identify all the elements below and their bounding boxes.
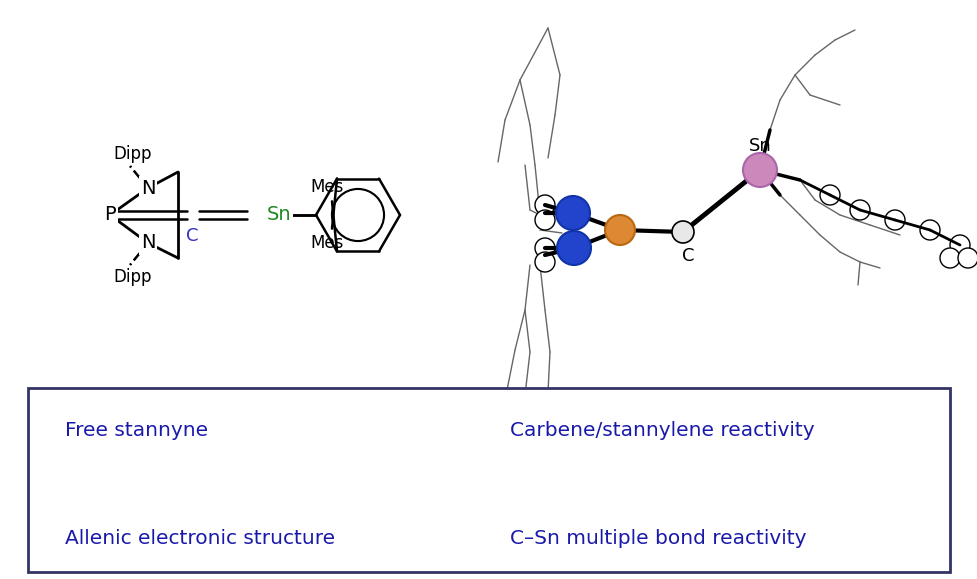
Circle shape bbox=[557, 231, 591, 265]
Text: P: P bbox=[105, 206, 116, 225]
Text: Sn: Sn bbox=[748, 137, 772, 155]
Text: N: N bbox=[141, 178, 155, 197]
Circle shape bbox=[850, 200, 870, 220]
Circle shape bbox=[743, 153, 777, 187]
Text: Allenic electronic structure: Allenic electronic structure bbox=[65, 529, 335, 548]
Text: Sn: Sn bbox=[267, 206, 291, 225]
Circle shape bbox=[950, 235, 970, 255]
Text: Dipp: Dipp bbox=[113, 268, 152, 286]
Text: Mes: Mes bbox=[311, 234, 344, 252]
Text: Carbene/stannylene reactivity: Carbene/stannylene reactivity bbox=[510, 420, 815, 439]
Circle shape bbox=[672, 221, 694, 243]
Circle shape bbox=[535, 210, 555, 230]
Circle shape bbox=[556, 196, 590, 230]
Text: N: N bbox=[141, 178, 155, 197]
FancyBboxPatch shape bbox=[28, 388, 950, 572]
Circle shape bbox=[885, 210, 905, 230]
Circle shape bbox=[940, 248, 960, 268]
Text: C–Sn multiple bond reactivity: C–Sn multiple bond reactivity bbox=[510, 529, 806, 548]
Circle shape bbox=[820, 185, 840, 205]
Circle shape bbox=[605, 215, 635, 245]
Text: Mes: Mes bbox=[311, 178, 344, 196]
Circle shape bbox=[920, 220, 940, 240]
Circle shape bbox=[535, 238, 555, 258]
Text: Dipp: Dipp bbox=[113, 145, 152, 163]
Text: C: C bbox=[682, 247, 695, 265]
Circle shape bbox=[535, 195, 555, 215]
Text: C: C bbox=[186, 227, 198, 245]
Circle shape bbox=[958, 248, 977, 268]
Text: N: N bbox=[141, 233, 155, 252]
Text: Free stannyne: Free stannyne bbox=[65, 420, 208, 439]
Circle shape bbox=[535, 252, 555, 272]
